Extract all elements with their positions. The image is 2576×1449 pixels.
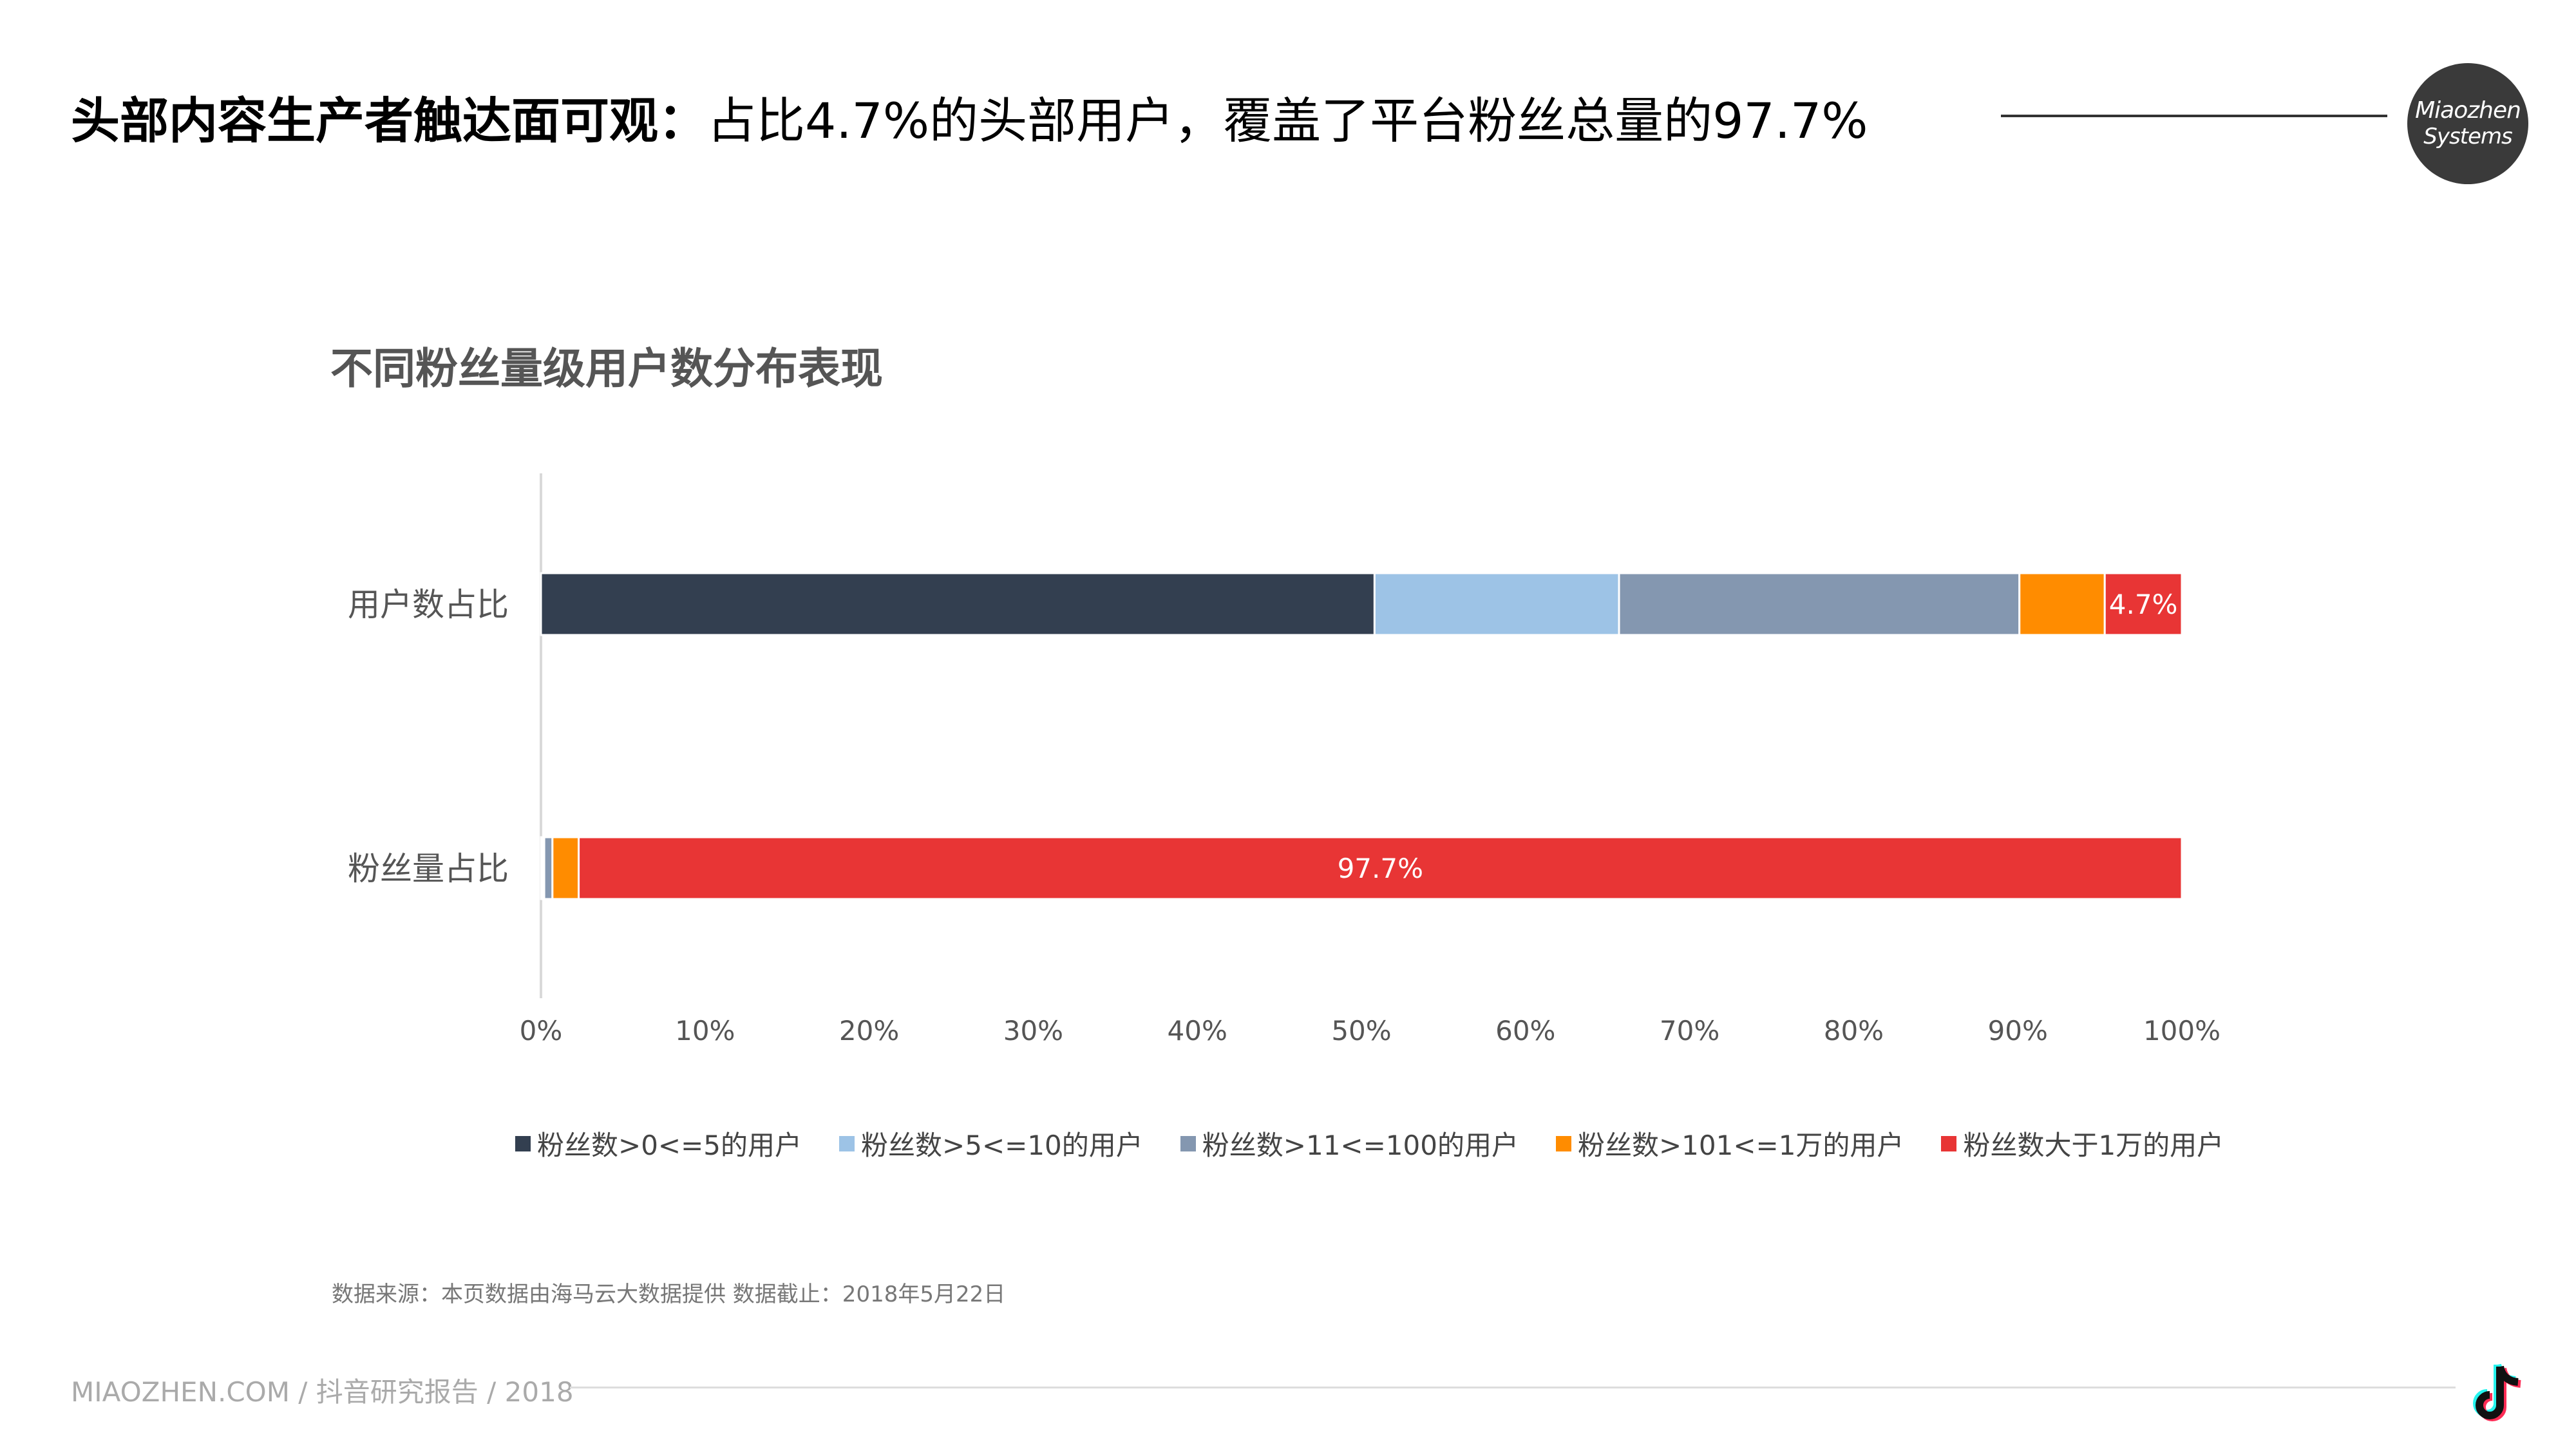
legend-swatch	[1180, 1135, 1196, 1151]
bar-segment	[551, 836, 580, 900]
x-tick-label: 80%	[1824, 1015, 1884, 1046]
source-note: 数据来源：本页数据由海马云大数据提供 数据截止：2018年5月22日	[332, 1282, 1006, 1307]
legend-item: 粉丝数大于1万的用户	[1941, 1124, 2224, 1163]
legend-item: 粉丝数>11<=100的用户	[1180, 1124, 1519, 1163]
x-tick-label: 60%	[1495, 1015, 1555, 1046]
legend-label: 粉丝数>11<=100的用户	[1202, 1130, 1519, 1161]
chart-title: 不同粉丝量级用户数分布表现	[330, 344, 883, 393]
legend-item: 粉丝数>5<=10的用户	[839, 1124, 1143, 1163]
legend-label: 粉丝数>101<=1万的用户	[1577, 1130, 1904, 1161]
x-tick-label: 50%	[1331, 1015, 1391, 1046]
legend-swatch	[1555, 1135, 1571, 1151]
logo-text-line2: Systems	[2423, 124, 2512, 149]
x-tick-label: 70%	[1660, 1015, 1719, 1046]
x-tick-label: 40%	[1168, 1015, 1227, 1046]
headline-bold: 头部内容生产者触达面可观：	[71, 92, 707, 149]
legend-item: 粉丝数>0<=5的用户	[515, 1124, 802, 1163]
bar-segment	[1373, 572, 1620, 636]
x-tick-label: 100%	[2143, 1015, 2221, 1046]
legend-swatch	[1941, 1135, 1957, 1151]
legend-swatch	[515, 1135, 531, 1151]
legend-label: 粉丝数>0<=5的用户	[537, 1130, 802, 1161]
logo-text-line1: Miaozhen	[2415, 97, 2521, 124]
legend-swatch	[839, 1135, 855, 1151]
header-divider	[2001, 115, 2387, 117]
bar-segment	[1618, 572, 2021, 636]
legend-label: 粉丝数大于1万的用户	[1963, 1130, 2224, 1161]
x-tick-label: 0%	[520, 1015, 563, 1046]
footer-divider	[570, 1387, 2456, 1388]
miaozhen-logo: Miaozhen Systems	[2407, 63, 2528, 184]
chart-legend: 粉丝数>0<=5的用户 粉丝数>5<=10的用户 粉丝数>11<=100的用户 粉丝数…	[515, 1124, 2224, 1163]
bar-segment	[578, 836, 2183, 900]
x-tick-label: 90%	[1988, 1015, 2048, 1046]
page-headline: 头部内容生产者触达面可观：占比4.7%的头部用户，覆盖了平台粉丝总量的97.7%	[71, 89, 1868, 153]
footer-text: MIAOZHEN.COM / 抖音研究报告 / 2018	[71, 1376, 574, 1408]
category-label: 粉丝量占比	[348, 850, 509, 887]
headline-rest: 占比4.7%的头部用户，覆盖了平台粉丝总量的97.7%	[707, 92, 1868, 149]
bar-segment	[2103, 572, 2183, 636]
legend-item: 粉丝数>101<=1万的用户	[1555, 1124, 1904, 1163]
bar-segment	[540, 572, 1376, 636]
category-label: 用户数占比	[348, 586, 509, 623]
tiktok-icon	[2473, 1363, 2521, 1421]
x-tick-label: 20%	[839, 1015, 899, 1046]
data-label: 4.7%	[2109, 589, 2178, 620]
bar-segment	[543, 836, 554, 900]
x-tick-label: 10%	[675, 1015, 735, 1046]
bar-segment	[2018, 572, 2106, 636]
x-tick-label: 30%	[1003, 1015, 1063, 1046]
legend-label: 粉丝数>5<=10的用户	[861, 1130, 1143, 1161]
data-label: 97.7%	[1338, 853, 1423, 884]
